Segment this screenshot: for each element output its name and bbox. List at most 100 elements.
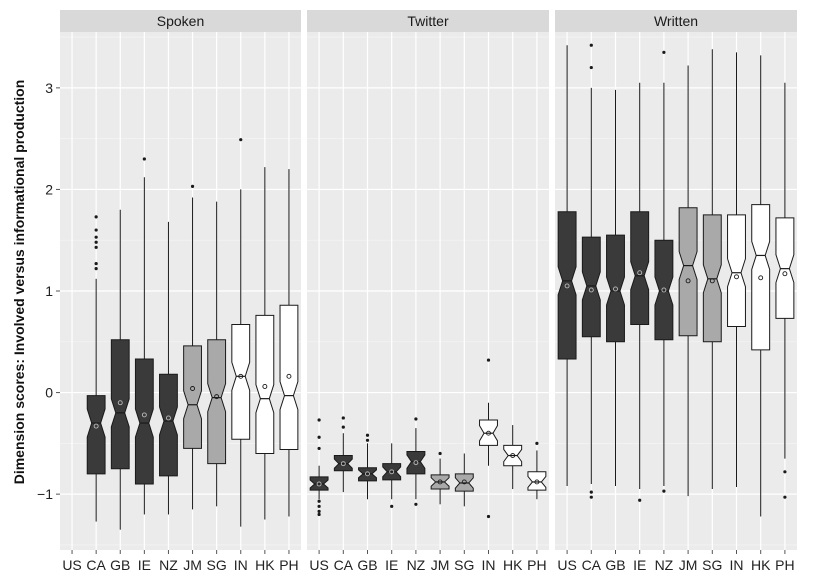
x-tick-label: SG — [207, 557, 227, 573]
box-body — [527, 471, 547, 491]
mean-marker — [214, 394, 220, 400]
mean-marker — [286, 373, 292, 379]
box-ie — [134, 157, 154, 515]
outlier-point — [662, 50, 666, 54]
x-tick-label: NZ — [655, 557, 674, 573]
mean-marker — [758, 275, 764, 281]
outlier-point — [317, 435, 321, 439]
outlier-point — [638, 498, 642, 502]
box-ie — [382, 443, 402, 508]
outlier-point — [317, 446, 321, 451]
x-tick-label: JM — [431, 557, 450, 573]
box-jm — [183, 184, 202, 510]
mean-marker — [141, 412, 147, 418]
x-tick-label: CA — [86, 557, 106, 573]
x-tick-label: GB — [605, 557, 625, 573]
x-tick-label: IN — [730, 557, 744, 573]
box-body — [606, 234, 625, 343]
x-tick-label: HK — [255, 557, 275, 573]
x-tick-label: US — [309, 557, 328, 573]
x-tick-label: PH — [279, 557, 298, 573]
outlier-point — [365, 438, 370, 442]
x-tick-label: PH — [775, 557, 794, 573]
outlier-point — [317, 509, 321, 514]
outlier-point — [486, 514, 491, 519]
panel-twitter: Twitter US CA GB IE NZ JM SG IN HK PH — [307, 10, 549, 573]
x-tick-label: GB — [357, 557, 377, 573]
box-body — [751, 204, 771, 351]
facet-strip-label: Twitter — [407, 13, 449, 29]
mean-marker — [661, 287, 667, 293]
outlier-point — [239, 138, 243, 142]
outlier-point — [662, 489, 666, 493]
y-tick-label: −1 — [37, 486, 53, 502]
outlier-point — [94, 245, 98, 249]
outlier-point — [365, 433, 370, 437]
box-sg — [207, 201, 227, 507]
box-ca — [86, 215, 106, 522]
box-in — [727, 52, 746, 488]
box-ph — [279, 169, 299, 517]
box-nz — [654, 50, 674, 493]
box-body — [279, 304, 299, 450]
outlier-point — [589, 495, 593, 499]
outlier-point — [438, 451, 442, 456]
x-tick-label: CA — [582, 557, 602, 573]
outlier-point — [94, 235, 98, 239]
box-nz — [406, 417, 426, 506]
box-hk — [255, 167, 275, 520]
box-body — [159, 373, 178, 477]
y-axis: −1 0 1 2 3 — [37, 80, 60, 502]
mean-marker — [165, 415, 171, 421]
outlier-point — [94, 267, 98, 271]
box-body — [630, 211, 650, 326]
mean-marker — [437, 479, 443, 485]
x-tick-label: IE — [138, 557, 151, 573]
x-tick-label: US — [62, 557, 81, 573]
outlier-point — [783, 495, 787, 499]
box-sg — [702, 49, 722, 490]
x-tick-label: NZ — [407, 557, 426, 573]
box-ca — [581, 43, 601, 499]
outlier-point — [317, 499, 321, 503]
mean-marker — [340, 461, 346, 467]
outlier-point — [317, 418, 321, 422]
x-tick-label: IN — [234, 557, 248, 573]
box-sg — [454, 453, 474, 507]
x-tick-label: JM — [183, 557, 202, 573]
box-jm — [678, 65, 698, 497]
panel-written: Written US CA GB IE NZ JM SG IN HK PH — [555, 10, 797, 573]
box-ph — [527, 441, 547, 500]
box-in — [479, 358, 498, 519]
outlier-point — [341, 416, 345, 420]
box-gb — [606, 89, 625, 487]
x-tick-label: HK — [751, 557, 771, 573]
box-ie — [630, 82, 650, 502]
facet-strip — [555, 10, 797, 32]
box-body — [654, 239, 674, 341]
y-tick-label: 3 — [45, 80, 53, 96]
box-hk — [503, 425, 523, 490]
mean-marker — [238, 373, 244, 379]
x-tick-label: GB — [110, 557, 130, 573]
box-ph — [775, 82, 795, 499]
x-tick-label: HK — [503, 557, 523, 573]
mean-marker — [637, 270, 643, 276]
mean-marker — [365, 471, 370, 477]
box-body — [557, 211, 577, 360]
x-tick-label: JM — [679, 557, 698, 573]
x-tick-label: CA — [334, 557, 354, 573]
mean-marker — [389, 469, 395, 475]
facet-strip — [60, 10, 301, 32]
mean-marker — [262, 384, 268, 389]
outlier-point — [317, 512, 321, 517]
outlier-point — [535, 441, 539, 445]
box-nz — [159, 221, 178, 515]
box-body — [110, 339, 130, 470]
y-axis-label: Dimension scores: Involved versus inform… — [11, 80, 27, 485]
mean-marker — [613, 286, 618, 292]
outlier-point — [589, 65, 593, 70]
y-tick-label: 1 — [45, 283, 53, 299]
mean-marker — [93, 423, 99, 429]
